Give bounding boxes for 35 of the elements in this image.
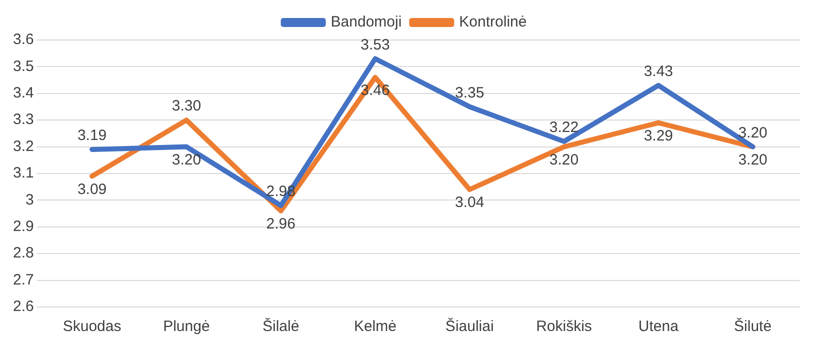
data-label: 3.30 <box>172 98 202 115</box>
data-label: 3.43 <box>644 63 674 80</box>
y-tick-label: 2.8 <box>12 244 34 262</box>
y-tick-label: 3.5 <box>12 58 34 75</box>
y-tick-label: 2.9 <box>12 218 34 236</box>
legend-label: Kontrolinė <box>459 14 527 31</box>
y-tick-label: 3 <box>26 191 34 208</box>
x-tick-label: Plungė <box>163 318 210 336</box>
x-tick-label: Kelmė <box>354 318 396 336</box>
data-label: 3.35 <box>455 84 484 102</box>
data-label: 3.22 <box>549 119 579 136</box>
data-label: 3.20 <box>172 151 202 168</box>
y-tick-label: 3.1 <box>12 164 34 182</box>
x-tick-label: Šiauliai <box>445 317 494 336</box>
data-label: 2.96 <box>266 216 296 233</box>
data-label: 3.20 <box>738 124 768 142</box>
y-tick-label: 3.4 <box>12 84 34 102</box>
legend-label: Bandomoji <box>330 14 402 31</box>
y-tick-label: 3.2 <box>12 138 34 155</box>
data-label: 3.20 <box>738 151 768 168</box>
data-label: 3.04 <box>455 194 484 212</box>
data-label: 3.20 <box>549 151 579 168</box>
y-tick-label: 2.6 <box>12 298 34 316</box>
x-tick-label: Utena <box>638 318 680 336</box>
data-label: 3.53 <box>360 36 390 54</box>
data-label: 3.09 <box>77 180 107 198</box>
x-tick-label: Rokiškis <box>536 318 592 336</box>
y-tick-label: 3.3 <box>12 111 34 128</box>
y-tick-label: 2.7 <box>12 271 34 288</box>
x-tick-label: Šilutė <box>734 317 772 336</box>
x-tick-label: Šilalė <box>262 317 300 336</box>
data-label: 3.19 <box>77 127 107 144</box>
data-label: 3.29 <box>644 127 674 144</box>
x-tick-label: Skuodas <box>62 318 122 336</box>
y-tick-label: 3.6 <box>12 31 34 48</box>
